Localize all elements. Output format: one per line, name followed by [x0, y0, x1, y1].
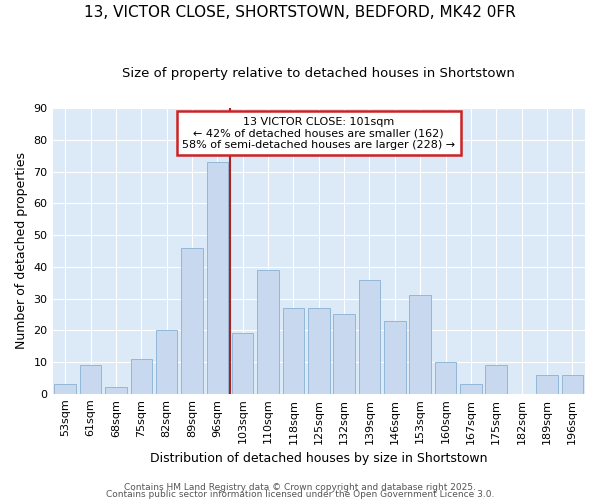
Bar: [308, 308, 329, 394]
Text: 13, VICTOR CLOSE, SHORTSTOWN, BEDFORD, MK42 0FR: 13, VICTOR CLOSE, SHORTSTOWN, BEDFORD, M…: [84, 5, 516, 20]
Bar: [334, 314, 355, 394]
Bar: [80, 365, 101, 394]
Bar: [156, 330, 178, 394]
Bar: [384, 321, 406, 394]
Bar: [409, 296, 431, 394]
Bar: [232, 334, 253, 394]
Bar: [536, 375, 558, 394]
X-axis label: Distribution of detached houses by size in Shortstown: Distribution of detached houses by size …: [150, 452, 488, 465]
Bar: [131, 359, 152, 394]
Bar: [283, 308, 304, 394]
Text: 13 VICTOR CLOSE: 101sqm
← 42% of detached houses are smaller (162)
58% of semi-d: 13 VICTOR CLOSE: 101sqm ← 42% of detache…: [182, 116, 455, 150]
Bar: [105, 388, 127, 394]
Bar: [181, 248, 203, 394]
Bar: [435, 362, 457, 394]
Bar: [257, 270, 279, 394]
Bar: [485, 365, 507, 394]
Bar: [206, 162, 228, 394]
Y-axis label: Number of detached properties: Number of detached properties: [15, 152, 28, 350]
Title: Size of property relative to detached houses in Shortstown: Size of property relative to detached ho…: [122, 68, 515, 80]
Bar: [359, 280, 380, 394]
Bar: [55, 384, 76, 394]
Bar: [460, 384, 482, 394]
Text: Contains public sector information licensed under the Open Government Licence 3.: Contains public sector information licen…: [106, 490, 494, 499]
Text: Contains HM Land Registry data © Crown copyright and database right 2025.: Contains HM Land Registry data © Crown c…: [124, 484, 476, 492]
Bar: [562, 375, 583, 394]
